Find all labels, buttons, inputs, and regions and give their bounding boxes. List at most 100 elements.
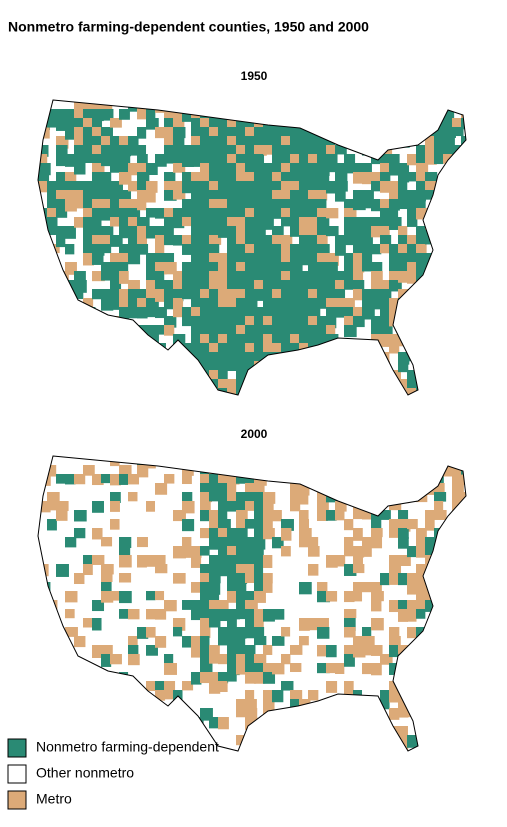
county xyxy=(362,361,372,371)
county xyxy=(281,253,291,265)
county xyxy=(182,208,193,221)
county xyxy=(218,510,228,520)
county xyxy=(281,289,294,299)
county xyxy=(380,388,392,395)
county xyxy=(236,226,249,238)
county xyxy=(344,519,354,531)
county xyxy=(191,600,201,611)
county xyxy=(461,154,466,165)
county xyxy=(452,537,463,548)
county xyxy=(65,226,76,239)
county xyxy=(344,136,356,149)
county xyxy=(146,226,157,239)
county xyxy=(317,334,329,344)
county xyxy=(281,343,292,354)
county xyxy=(74,118,86,131)
county xyxy=(83,307,96,317)
county xyxy=(83,154,93,164)
county xyxy=(200,127,211,138)
county xyxy=(227,361,239,372)
county xyxy=(164,316,177,328)
county xyxy=(407,397,416,409)
county xyxy=(83,145,93,157)
county xyxy=(407,370,420,380)
county xyxy=(245,397,257,407)
county xyxy=(65,244,75,255)
county xyxy=(263,325,274,338)
county xyxy=(110,208,120,218)
county xyxy=(326,208,339,219)
county xyxy=(425,600,435,612)
county xyxy=(236,528,248,540)
county xyxy=(65,109,76,120)
county xyxy=(326,163,337,173)
county xyxy=(389,474,402,485)
county xyxy=(164,145,175,158)
county xyxy=(263,343,275,355)
county xyxy=(227,483,237,496)
county xyxy=(353,253,363,264)
county xyxy=(65,262,77,275)
county xyxy=(344,609,357,619)
county xyxy=(326,483,339,493)
county xyxy=(281,199,292,212)
county xyxy=(317,618,329,628)
county xyxy=(209,208,220,220)
county xyxy=(218,379,230,392)
county xyxy=(236,501,246,514)
county xyxy=(461,564,466,574)
county xyxy=(56,690,67,700)
county xyxy=(227,109,240,121)
county xyxy=(443,217,456,229)
county xyxy=(191,325,201,335)
county xyxy=(65,181,76,192)
county xyxy=(389,636,401,647)
county xyxy=(407,753,418,763)
county xyxy=(452,483,464,495)
county xyxy=(317,474,328,485)
county xyxy=(353,307,363,317)
county xyxy=(452,492,462,505)
county xyxy=(47,307,57,320)
county xyxy=(353,316,365,328)
county xyxy=(416,690,426,702)
county xyxy=(218,262,229,275)
county xyxy=(47,199,59,210)
county xyxy=(218,672,229,684)
county xyxy=(173,217,185,229)
county xyxy=(308,145,320,156)
county xyxy=(236,298,247,309)
county xyxy=(155,388,166,395)
county xyxy=(92,528,103,540)
county xyxy=(281,379,294,389)
county xyxy=(200,546,210,556)
county xyxy=(434,199,445,211)
map-2000 xyxy=(37,455,467,763)
county xyxy=(38,343,51,354)
county xyxy=(452,325,464,337)
county xyxy=(110,361,121,374)
county xyxy=(452,253,465,265)
county xyxy=(56,199,69,209)
county xyxy=(263,663,275,676)
county xyxy=(218,181,231,193)
county xyxy=(371,325,384,337)
county xyxy=(317,145,329,156)
county xyxy=(56,672,69,685)
county xyxy=(146,307,158,318)
county xyxy=(299,519,310,530)
county xyxy=(218,100,230,112)
county xyxy=(380,397,393,407)
county xyxy=(425,325,438,336)
county xyxy=(443,361,455,373)
county xyxy=(362,172,373,185)
county xyxy=(317,262,327,275)
county xyxy=(308,172,318,185)
county xyxy=(191,100,204,113)
county xyxy=(452,172,465,185)
county xyxy=(407,735,419,748)
county xyxy=(371,244,382,255)
county xyxy=(56,226,66,238)
county xyxy=(290,289,301,300)
county xyxy=(335,352,347,365)
